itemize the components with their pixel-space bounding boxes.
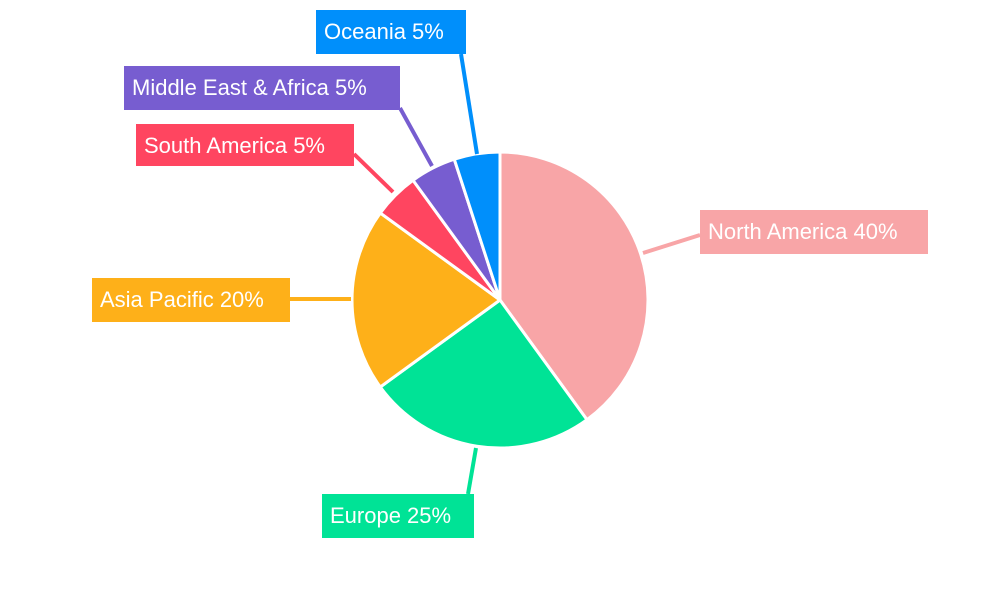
- slice-label: Oceania 5%: [316, 10, 466, 54]
- leader-line: [459, 53, 479, 155]
- leader-line: [642, 233, 701, 255]
- slice-label: Europe 25%: [322, 494, 474, 538]
- pie-slice-europe[interactable]: [378, 298, 589, 450]
- leader-line: [398, 107, 434, 167]
- leader-line: [466, 447, 478, 495]
- pie-slices: [350, 150, 650, 450]
- leader-line: [352, 152, 395, 194]
- pie-slice-north-america[interactable]: [498, 150, 650, 422]
- pie-slice-asia-pacific[interactable]: [350, 211, 502, 389]
- leader-lines: [290, 53, 701, 495]
- slice-label: North America 40%: [700, 210, 928, 254]
- slice-label: Asia Pacific 20%: [92, 278, 290, 322]
- slice-label: South America 5%: [136, 124, 354, 166]
- slice-label: Middle East & Africa 5%: [124, 66, 400, 110]
